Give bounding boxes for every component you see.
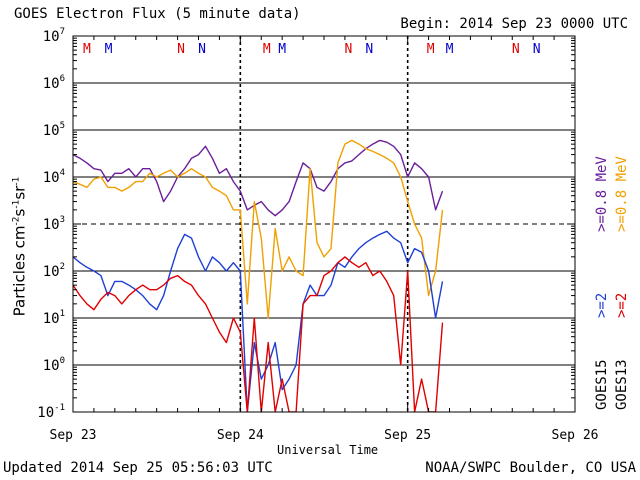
y-tick-label: 107: [43, 27, 65, 45]
y-tick-label: 106: [43, 74, 65, 92]
y-tick-label: 104: [43, 168, 65, 186]
y-tick-label: 102: [43, 262, 65, 280]
marker-label: N: [365, 42, 373, 57]
marker-label: N: [512, 42, 520, 57]
marker-label: N: [177, 42, 185, 57]
marker-label: N: [533, 42, 541, 57]
legend-goes13-name: GOES13: [614, 359, 630, 410]
marker-label: N: [344, 42, 352, 57]
legend-goes15-08mev: >=0.8 MeV: [594, 156, 610, 232]
chart-series: [73, 139, 444, 412]
series-line-0: [73, 139, 444, 217]
series-line-1: [73, 139, 444, 319]
y-tick-label: 10-1: [37, 403, 65, 421]
x-axis-title: Universal Time: [277, 443, 379, 457]
chart-frame: [72, 35, 576, 413]
x-tick-labels: Sep 23 Sep 24 Sep 25 Sep 26: [50, 428, 599, 443]
x-tick-label: Sep 26: [552, 428, 599, 443]
marker-label: M: [263, 42, 271, 57]
marker-label: M: [83, 42, 91, 57]
x-tick-label: Sep 23: [50, 428, 97, 443]
credit-text: NOAA/SWPC Boulder, CO USA: [425, 460, 636, 476]
marker-label: M: [427, 42, 435, 57]
marker-label: M: [105, 42, 113, 57]
legend-goes13-08mev: >=0.8 MeV: [614, 156, 630, 232]
legend-goes13-2mev: >=2: [614, 292, 630, 318]
legend-goes15-name: GOES15: [594, 359, 610, 410]
x-tick-label: Sep 25: [384, 428, 431, 443]
marker-label: N: [198, 42, 206, 57]
marker-label: M: [278, 42, 286, 57]
y-tick-label: 100: [43, 356, 65, 374]
legend-goes15-2mev: >=2: [594, 292, 610, 318]
y-tick-label: 105: [43, 121, 65, 139]
chart-title: GOES Electron Flux (5 minute data): [14, 6, 301, 22]
y-tick-label: 101: [43, 309, 65, 327]
series-line-2: [73, 230, 444, 412]
chart-grid: [73, 36, 575, 412]
marker-label: M: [446, 42, 454, 57]
series-line-3: [73, 256, 444, 412]
y-tick-label: 103: [43, 215, 65, 233]
begin-timestamp: Begin: 2014 Sep 23 0000 UTC: [400, 16, 628, 32]
y-tick-labels: 10-1 100 101 102 103 104 105 106 107: [37, 27, 65, 421]
updated-timestamp: Updated 2014 Sep 25 05:56:03 UTC: [3, 460, 273, 476]
x-tick-label: Sep 24: [217, 428, 264, 443]
